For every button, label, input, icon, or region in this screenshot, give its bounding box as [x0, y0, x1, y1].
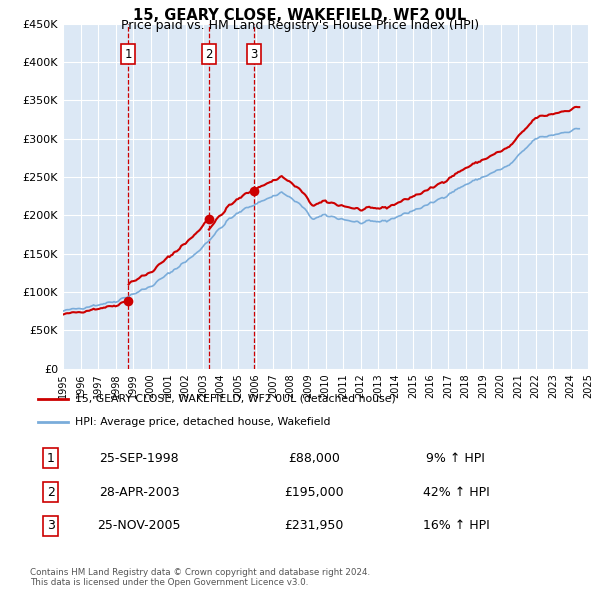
Text: 3: 3	[250, 48, 257, 61]
Text: 15, GEARY CLOSE, WAKEFIELD, WF2 0UL: 15, GEARY CLOSE, WAKEFIELD, WF2 0UL	[133, 8, 467, 22]
Text: HPI: Average price, detached house, Wakefield: HPI: Average price, detached house, Wake…	[75, 417, 330, 427]
Text: £88,000: £88,000	[288, 452, 340, 465]
Text: 28-APR-2003: 28-APR-2003	[99, 486, 179, 499]
Text: 2: 2	[205, 48, 212, 61]
Text: 1: 1	[125, 48, 132, 61]
Text: 2: 2	[47, 486, 55, 499]
Text: 16% ↑ HPI: 16% ↑ HPI	[422, 519, 489, 532]
Text: 25-NOV-2005: 25-NOV-2005	[97, 519, 181, 532]
Text: 9% ↑ HPI: 9% ↑ HPI	[427, 452, 485, 465]
Text: 15, GEARY CLOSE, WAKEFIELD, WF2 0UL (detached house): 15, GEARY CLOSE, WAKEFIELD, WF2 0UL (det…	[75, 394, 395, 404]
Text: 25-SEP-1998: 25-SEP-1998	[100, 452, 179, 465]
Text: 3: 3	[47, 519, 55, 532]
Text: 42% ↑ HPI: 42% ↑ HPI	[422, 486, 489, 499]
Text: £195,000: £195,000	[284, 486, 344, 499]
Text: Contains HM Land Registry data © Crown copyright and database right 2024.
This d: Contains HM Land Registry data © Crown c…	[30, 568, 370, 587]
Text: £231,950: £231,950	[284, 519, 344, 532]
Text: 1: 1	[47, 452, 55, 465]
Text: Price paid vs. HM Land Registry's House Price Index (HPI): Price paid vs. HM Land Registry's House …	[121, 19, 479, 32]
